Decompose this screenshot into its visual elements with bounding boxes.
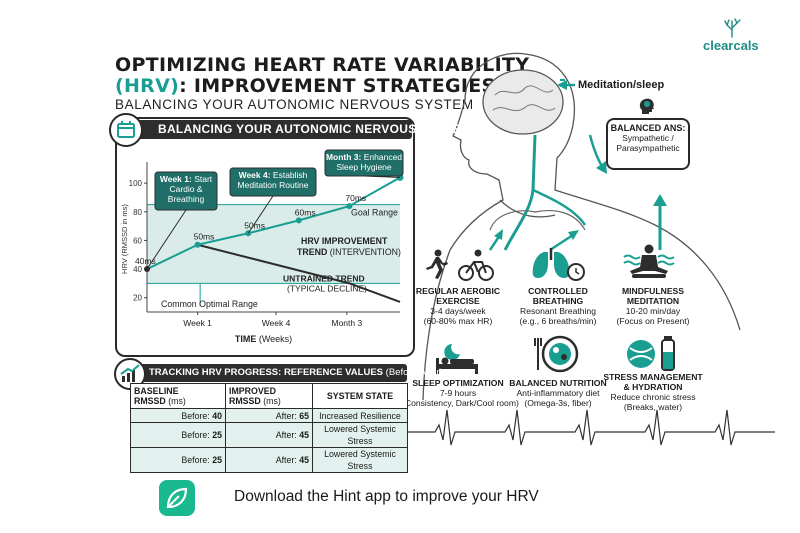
callout-leader	[247, 195, 274, 234]
callout-line3: Breathing	[168, 194, 205, 204]
callout-line2: Meditation Routine	[238, 180, 309, 190]
callout-box	[154, 171, 218, 211]
callout-line1: Month 3: Enhanced	[326, 152, 402, 162]
intervention-label-2: TREND (INTERVENTION)	[297, 247, 401, 257]
y-tick-label: 100	[129, 179, 143, 188]
ans-title: BALANCED ANS:	[610, 123, 686, 133]
calendar-icon	[109, 113, 143, 147]
callout-line2: Sleep Hygiene	[336, 162, 392, 172]
runner-cyclist-icon	[424, 248, 494, 287]
y-tick-label: 20	[133, 294, 142, 303]
data-point	[144, 266, 150, 273]
tracking-title: TRACKING HRV PROGRESS: REFERENCE VALUES …	[135, 364, 443, 382]
strategy-meditation: MINDFULNESS MEDITATION 10-20 min/day (Focu…	[616, 286, 690, 326]
untrained-trend-line	[197, 243, 401, 303]
callout-leader	[146, 209, 187, 270]
table-row: Before: 25 After: 45 Lowered Systemic St…	[130, 422, 408, 448]
balanced-ans-box: BALANCED ANS: Sympathetic / Parasympathe…	[606, 118, 690, 170]
x-tick-label: Week 1	[183, 318, 212, 328]
optimal-range-label: Common Optimal Range	[161, 299, 258, 309]
arrow-to-ans	[588, 134, 605, 169]
data-label: 40ms	[135, 256, 156, 266]
data-label: 50ms	[194, 232, 215, 242]
hrv-line-chart: 20 40 60 80 100 Week 1 Week 4 Month 3 TIME (Week…	[120, 149, 404, 344]
ans-line2: Parasympathetic	[616, 143, 680, 153]
nutrition-plate-icon	[534, 332, 582, 381]
head-outline	[464, 52, 741, 331]
goal-range-band	[147, 204, 400, 284]
meditation-icon	[622, 243, 676, 288]
table-header-row: BASELINE RMSSD (ms) IMPROVED RMSSD (ms) SY…	[130, 383, 408, 409]
body-diagram	[400, 52, 775, 446]
intervention-label-1: HRV IMPROVEMENT	[301, 236, 388, 246]
y-tick-label: 80	[133, 208, 142, 217]
data-point	[346, 203, 353, 210]
callout-box	[324, 149, 404, 177]
strategy-nutrition: BALANCED NUTRITION Anti-inflammatory die…	[509, 378, 607, 408]
callout-box	[229, 167, 317, 197]
sleep-bed-icon	[432, 340, 482, 381]
strategy-stress: STRESS MANAGEMENT & HYDRATION Reduce chro…	[603, 372, 703, 412]
vagus-nerve	[503, 134, 537, 251]
data-point	[194, 241, 201, 248]
strategy-breathing: CONTROLLED BREATHING Resonant Breathing (e…	[519, 286, 597, 326]
callout-line1: Week 4: Establish	[239, 170, 308, 180]
untrained-trend-label-1: UNTRAINED TREND	[283, 273, 365, 283]
page-title-line2: (HRV): IMPROVEMENT STRATEGIES	[115, 75, 496, 97]
data-label: 60ms	[295, 207, 316, 217]
tracking-title-bold: TRACKING HRV PROGRESS: REFERENCE VALUES	[149, 367, 384, 378]
brand-logo-icon	[721, 16, 743, 38]
brain-head-icon	[637, 96, 657, 116]
untrained-trend-label-2: (TYPICAL DECLINE)	[287, 283, 367, 293]
table-row: Before: 25 After: 45 Lowered Systemic St…	[130, 447, 408, 473]
arrow-up-1	[549, 233, 574, 252]
data-point	[295, 217, 302, 224]
meditation-sleep-label: Meditation/sleep	[578, 79, 665, 91]
x-tick-label: Month 3	[332, 318, 363, 328]
table-row: Before: 40 After: 65 Increased Resilienc…	[130, 408, 408, 423]
callout-line2: Cardio &	[169, 184, 202, 194]
hint-app-logo-icon[interactable]	[159, 480, 195, 516]
lungs-timer-icon	[528, 246, 588, 289]
col-system-state: SYSTEM STATE	[312, 383, 408, 409]
col-baseline: BASELINE RMSSD (ms)	[130, 383, 226, 409]
data-label: 50ms	[244, 220, 265, 230]
y-tick-label: 60	[133, 236, 142, 245]
reference-table: BASELINE RMSSD (ms) IMPROVED RMSSD (ms) SY…	[130, 383, 408, 473]
brand-name: clearcals	[703, 38, 759, 53]
ball-water-icon	[622, 334, 678, 379]
brain-icon	[482, 69, 564, 135]
callout-line1: Week 1: Start	[160, 174, 213, 184]
x-axis-label: TIME (Weeks)	[235, 334, 292, 344]
heart-vessels	[489, 209, 586, 231]
col-improved: IMPROVED RMSSD (ms)	[225, 383, 313, 409]
page-title-line1: OPTIMIZING HEART RATE VARIABILITY	[115, 54, 530, 76]
face-outline	[449, 99, 504, 251]
goal-range-label: Goal Range	[351, 208, 398, 218]
x-tick-label: Week 4	[262, 318, 291, 328]
strategy-aerobic: REGULAR AEROBIC EXERCISE 3-4 days/week (60…	[415, 286, 501, 326]
intervention-trend-line	[146, 176, 401, 270]
chart-panel-title: BALANCING YOUR AUTONOMIC NERVOUS SYSTEM	[130, 120, 471, 139]
cta-download-text[interactable]: Download the Hint app to improve your HR…	[234, 488, 539, 505]
data-label: 70ms	[345, 193, 366, 203]
y-tick-label: 40	[133, 265, 142, 274]
title-rest: : IMPROVEMENT STRATEGIES	[179, 75, 496, 97]
ans-line1: Sympathetic /	[622, 133, 674, 143]
title-highlight: (HRV)	[115, 75, 180, 97]
page-subtitle: BALANCING YOUR AUTONOMIC NERVOUS SYSTEM	[115, 97, 474, 112]
y-axis-label: HRV (RMSSD in ms)	[120, 204, 129, 274]
tracking-title-rest: (Before/After)	[383, 367, 443, 378]
ecg-line	[400, 409, 775, 446]
strategy-sleep: SLEEP OPTIMIZATION 7-9 hours (Consistency…	[402, 378, 519, 408]
